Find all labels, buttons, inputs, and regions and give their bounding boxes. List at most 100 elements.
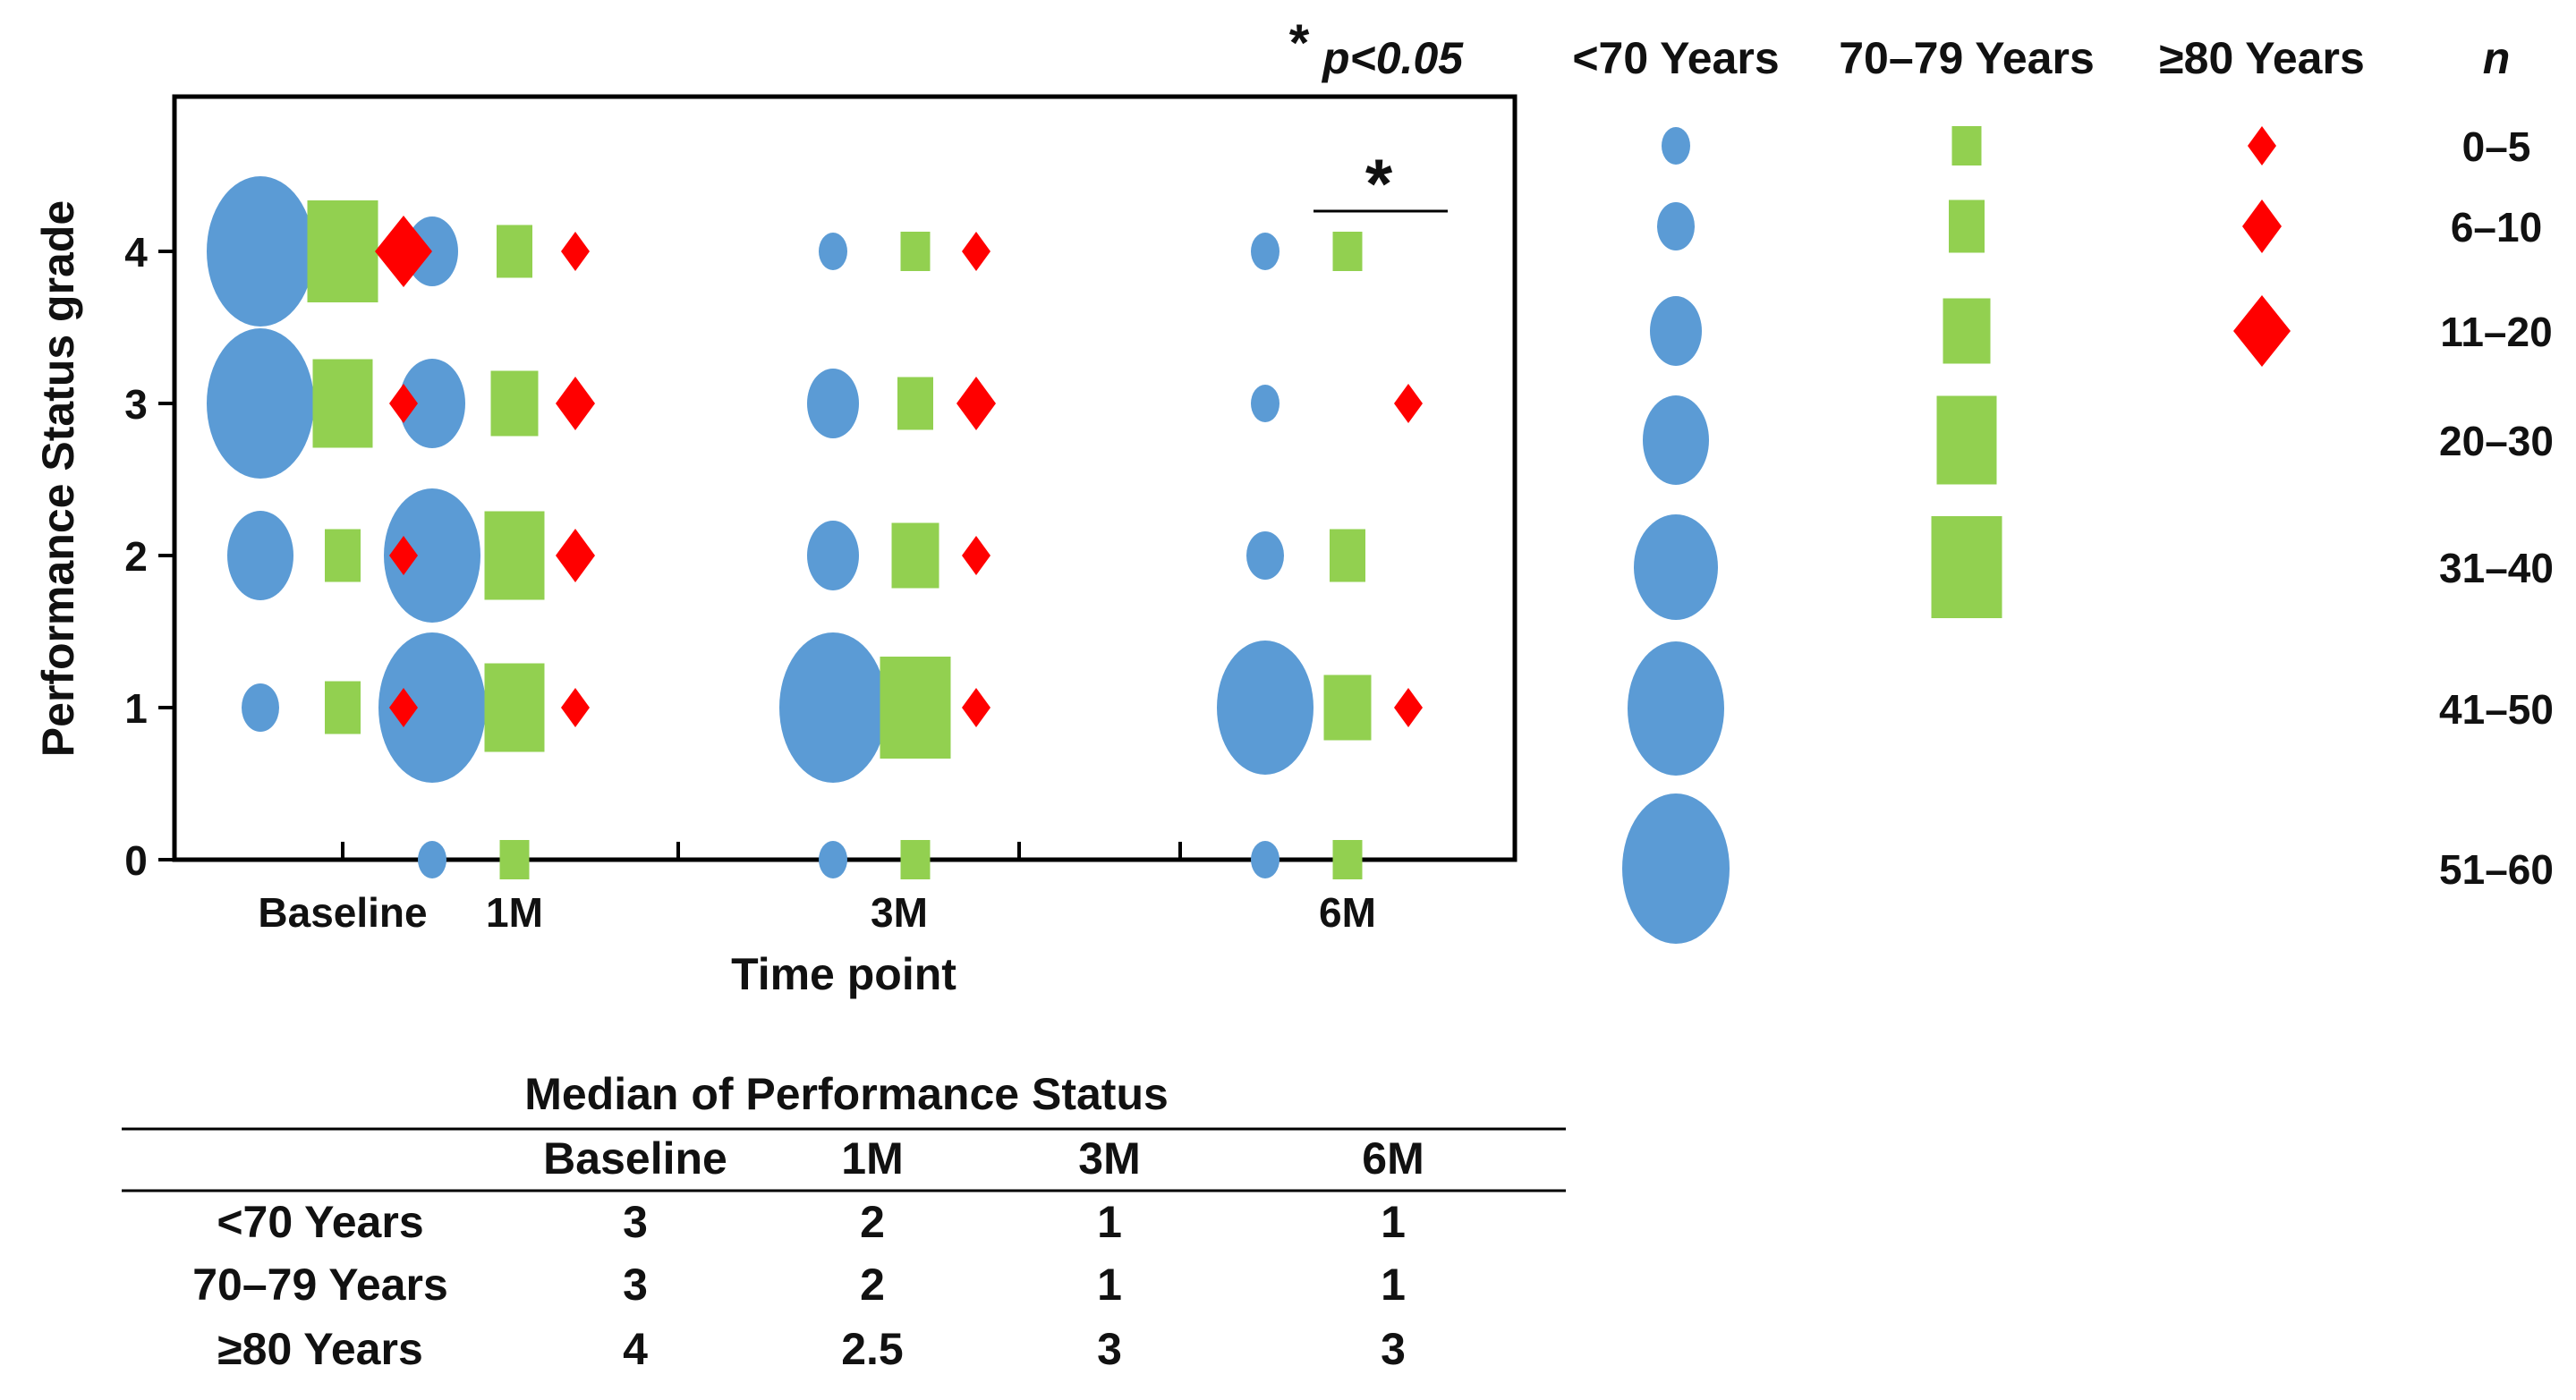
- square-mark: [307, 200, 378, 302]
- size-legend-label: 11–20: [2440, 309, 2552, 355]
- square-mark: [897, 377, 933, 430]
- legend-header-under-70: <70 Years: [1572, 33, 1779, 83]
- table-header-3m: 3M: [1078, 1133, 1140, 1184]
- legend-circle: [1628, 641, 1724, 776]
- square-mark: [484, 511, 545, 600]
- table-title: Median of Performance Status: [524, 1069, 1169, 1119]
- circle-mark: [779, 632, 887, 783]
- x-tick-label: 6M: [1319, 889, 1376, 936]
- square-mark: [1330, 529, 1365, 582]
- square-mark: [312, 359, 373, 448]
- x-axis-label: Time point: [731, 949, 956, 999]
- table-cell: 2.5: [841, 1324, 904, 1374]
- y-tick-label: 4: [124, 229, 148, 276]
- circle-mark: [242, 683, 279, 732]
- table-cell: 4: [623, 1324, 648, 1374]
- table-row-group: <70 Years: [217, 1197, 423, 1247]
- square-mark: [325, 681, 361, 734]
- table-cell: 2: [860, 1260, 885, 1310]
- diamond-mark: [375, 216, 432, 287]
- circle-mark: [227, 511, 293, 600]
- diamond-mark: [389, 536, 418, 575]
- square-mark: [325, 529, 361, 582]
- legend-header-n: n: [2483, 33, 2511, 83]
- square-mark: [880, 657, 951, 759]
- table-cell: 3: [623, 1197, 648, 1247]
- legend-diamond: [2248, 126, 2276, 165]
- legend-circle: [1662, 127, 1690, 165]
- diamond-mark: [962, 536, 990, 575]
- circle-mark: [207, 176, 314, 327]
- circle-mark: [807, 521, 859, 590]
- circle-mark: [384, 488, 480, 623]
- x-tick-label: 3M: [871, 889, 928, 936]
- square-mark: [1332, 840, 1363, 879]
- table-cell: 3: [1381, 1324, 1406, 1374]
- table-row: 70–79 Years 3 2 1 1: [192, 1260, 1406, 1310]
- significance-marker: *: [1365, 144, 1393, 223]
- table-cell: 1: [1097, 1197, 1122, 1247]
- table-header-baseline: Baseline: [543, 1133, 727, 1184]
- table-row: <70 Years 3 2 1 1: [217, 1197, 1406, 1247]
- circle-mark: [418, 841, 446, 878]
- x-tick-label: Baseline: [258, 889, 427, 936]
- size-legend-label: 41–50: [2439, 686, 2554, 733]
- y-axis-label: Performance Status grade: [33, 200, 83, 757]
- legend-header-70-79: 70–79 Years: [1839, 33, 2095, 83]
- y-tick-label: 2: [124, 533, 148, 580]
- table-header-6m: 6M: [1362, 1133, 1424, 1184]
- legend-circle: [1643, 395, 1709, 485]
- table-row: ≥80 Years 4 2.5 3 3: [217, 1324, 1406, 1374]
- legend-square: [1949, 199, 1985, 253]
- legend-circle: [1650, 296, 1702, 366]
- significance-label: p<0.05: [1321, 33, 1464, 83]
- legend-square: [1931, 516, 2002, 618]
- y-tick-label: 1: [124, 685, 148, 732]
- legend-circle: [1657, 202, 1695, 250]
- circle-mark: [207, 328, 314, 479]
- size-legend-label: 0–5: [2462, 123, 2531, 170]
- diamond-mark: [556, 529, 595, 582]
- diamond-mark: [389, 688, 418, 727]
- table-cell: 2: [860, 1197, 885, 1247]
- size-legend-label: 51–60: [2439, 846, 2554, 893]
- diamond-mark: [561, 232, 590, 271]
- circle-mark: [378, 632, 486, 783]
- legend-circle: [1634, 514, 1718, 620]
- square-mark: [1332, 232, 1363, 271]
- y-tick-label: 3: [124, 381, 148, 428]
- diamond-mark: [1394, 384, 1423, 423]
- diamond-mark: [962, 688, 990, 727]
- legend-square: [1951, 126, 1982, 165]
- diamond-mark: [962, 232, 990, 271]
- diamond-mark: [561, 688, 590, 727]
- size-legend: 0–5 6–10 11–20 20–30 31–40 41–50 51–60: [1622, 123, 2554, 944]
- square-mark: [900, 840, 931, 879]
- circle-mark: [1246, 531, 1284, 580]
- legend-circle: [1622, 793, 1730, 944]
- square-mark: [891, 522, 939, 589]
- circle-mark: [1251, 233, 1279, 270]
- table-cell: 1: [1381, 1260, 1406, 1310]
- diamond-mark: [956, 377, 996, 430]
- diamond-mark: [1394, 688, 1423, 727]
- square-mark: [499, 840, 530, 879]
- size-legend-label: 6–10: [2451, 204, 2542, 250]
- table-cell: 3: [623, 1260, 648, 1310]
- circle-mark: [399, 359, 465, 448]
- legend-diamond: [2233, 295, 2291, 367]
- circle-mark: [1251, 841, 1279, 878]
- x-tick-label: 1M: [486, 889, 543, 936]
- legend-square: [1936, 395, 1997, 485]
- y-tick-label: 0: [124, 837, 148, 884]
- data-marks: [207, 176, 1423, 879]
- square-mark: [484, 663, 545, 752]
- table-cell: 1: [1097, 1260, 1122, 1310]
- circle-mark: [807, 369, 859, 438]
- square-mark: [490, 370, 539, 437]
- x-axis-ticks: Baseline 1M 3M 6M: [258, 842, 1376, 936]
- circle-mark: [819, 233, 847, 270]
- square-mark: [900, 232, 931, 271]
- size-legend-label: 20–30: [2439, 418, 2554, 464]
